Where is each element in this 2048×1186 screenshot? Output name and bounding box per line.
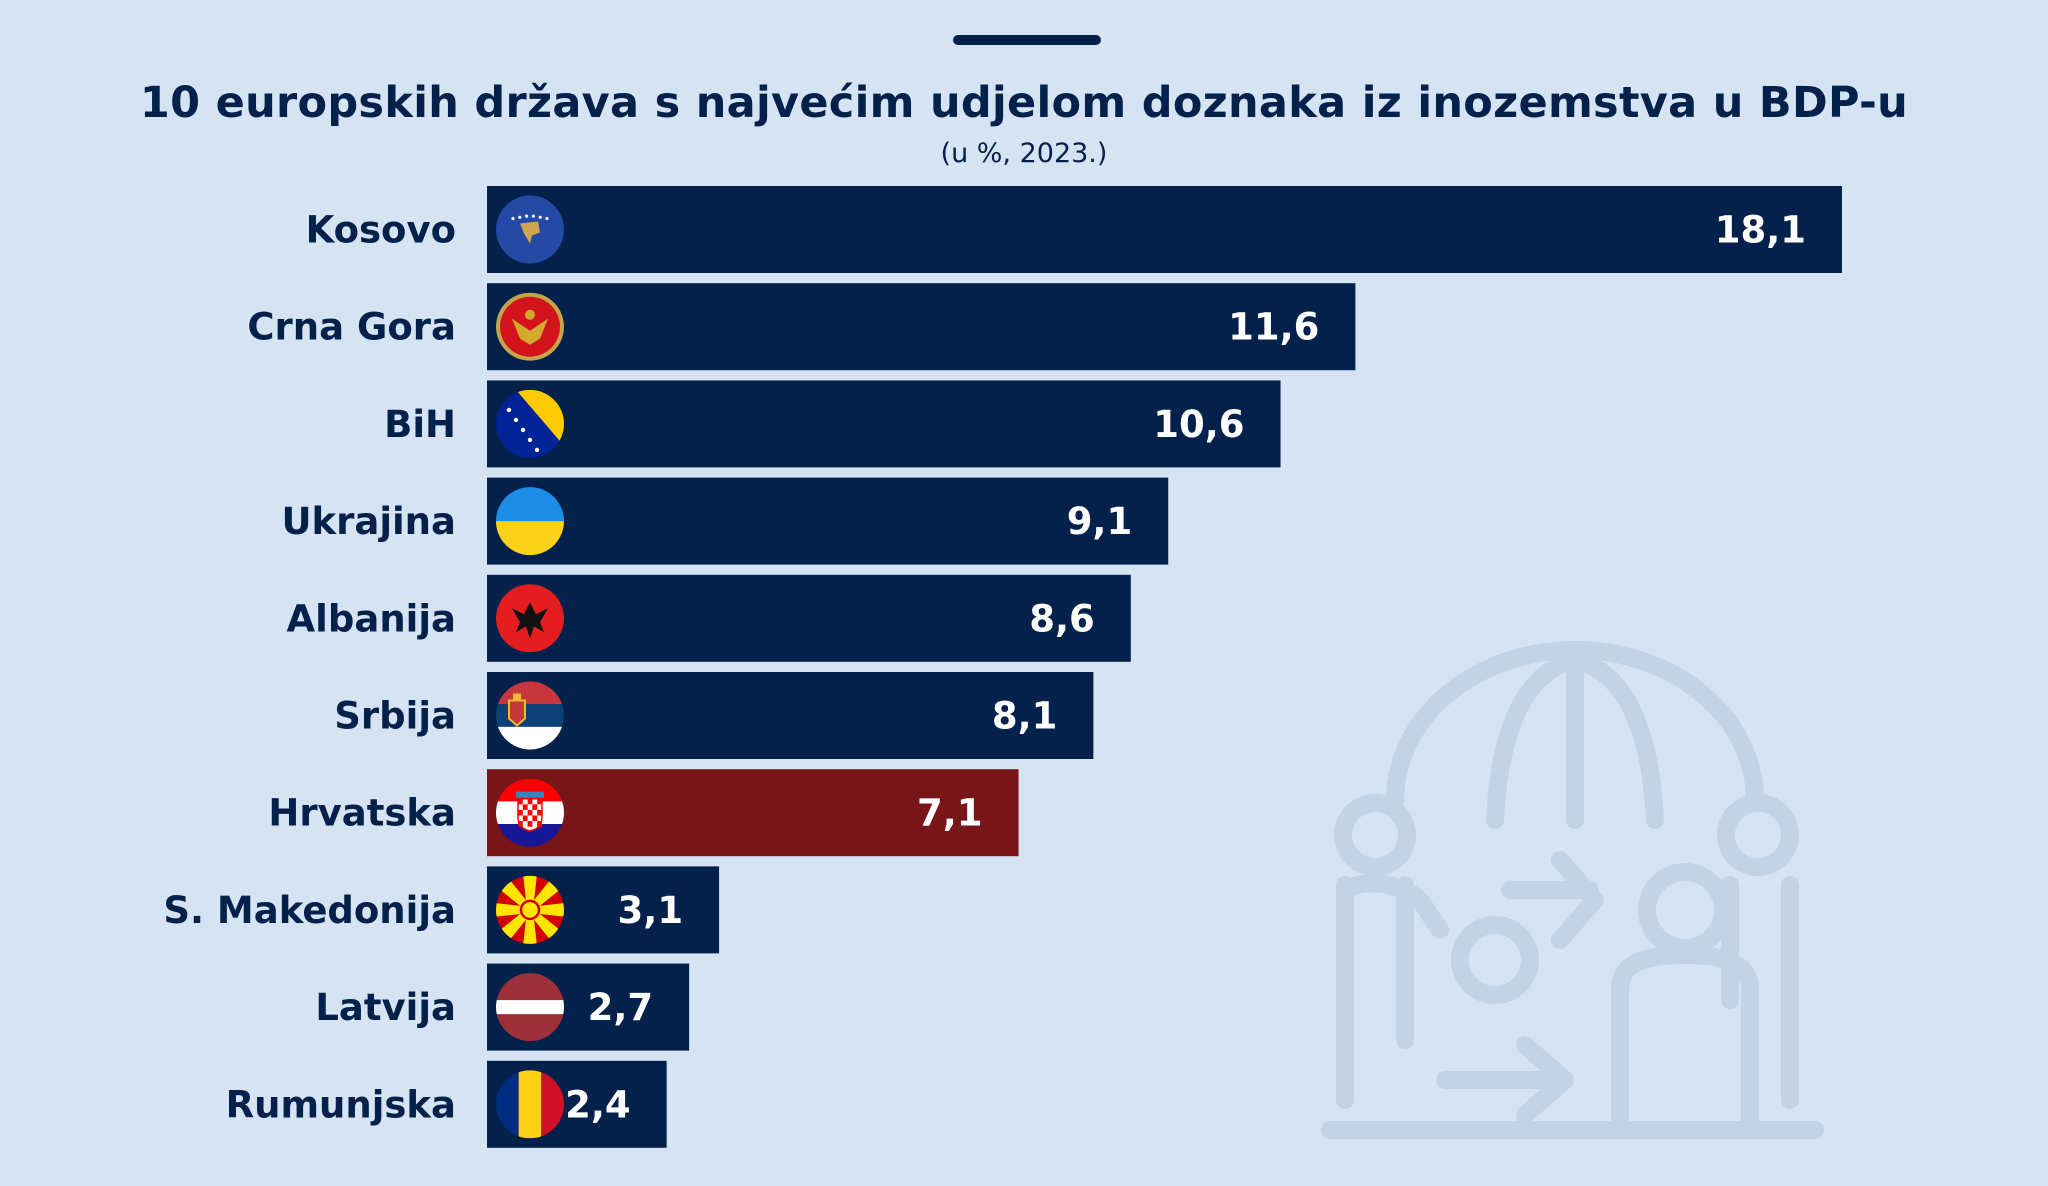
bar [487, 186, 1842, 273]
bar [487, 477, 1169, 565]
ukraine-flag-icon [496, 487, 564, 556]
serbia-flag-icon [496, 681, 564, 750]
albania-flag-icon [496, 584, 564, 653]
value-label: 9,1 [1067, 500, 1133, 543]
remittance-globe-people-icon [1321, 641, 1824, 1139]
chart-title: 10 europskih država s najvećim udjelom d… [139, 78, 1909, 128]
value-label: 7,1 [917, 792, 983, 835]
value-label: 2,7 [588, 986, 654, 1029]
value-label: 2,4 [565, 1083, 631, 1126]
latvia-flag-icon [496, 973, 564, 1042]
value-label: 8,6 [1029, 597, 1095, 640]
category-label: Srbija [334, 695, 456, 738]
bar [487, 672, 1094, 759]
chart-subtitle: (u %, 2023.) [940, 138, 1108, 169]
bar [487, 769, 1019, 857]
bar-row: S. Makedonija 3,1 [163, 866, 720, 954]
bar-row: Albanija 8,6 [287, 574, 1131, 662]
value-label: 3,1 [618, 889, 684, 932]
bar-row: BiH 10,6 [384, 380, 1281, 468]
bar-row: Crna Gora 11,6 [247, 283, 1356, 371]
top-decorative-rule [953, 35, 1101, 45]
bar-row: Kosovo 18,1 [306, 186, 1842, 273]
bar [487, 380, 1281, 468]
value-label: 8,1 [992, 695, 1058, 738]
value-label: 10,6 [1153, 403, 1244, 446]
bar [487, 574, 1131, 662]
category-label: Hrvatska [268, 792, 456, 835]
bosnia-flag-icon [496, 389, 564, 458]
category-label: Kosovo [306, 209, 456, 252]
category-label: Latvija [315, 986, 456, 1029]
bar-row: Ukrajina 9,1 [281, 477, 1169, 565]
bar-row: Rumunjska 2,4 [226, 1060, 667, 1148]
category-label: Ukrajina [281, 500, 456, 543]
bar-row: Latvija 2,7 [315, 963, 690, 1051]
category-label: Albanija [287, 597, 456, 640]
bar [487, 283, 1356, 371]
romania-flag-icon [496, 1070, 564, 1139]
category-label: Crna Gora [247, 306, 456, 349]
value-label: 11,6 [1228, 306, 1319, 349]
bar-row: Srbija 8,1 [334, 672, 1094, 759]
bar-row: Hrvatska 7,1 [268, 769, 1019, 857]
montenegro-flag-icon [496, 292, 564, 361]
croatia-flag-icon [496, 778, 564, 847]
category-label: BiH [384, 403, 456, 446]
category-label: Rumunjska [226, 1083, 456, 1126]
kosovo-flag-icon [496, 195, 564, 264]
value-label: 18,1 [1715, 209, 1806, 252]
category-label: S. Makedonija [163, 889, 456, 932]
